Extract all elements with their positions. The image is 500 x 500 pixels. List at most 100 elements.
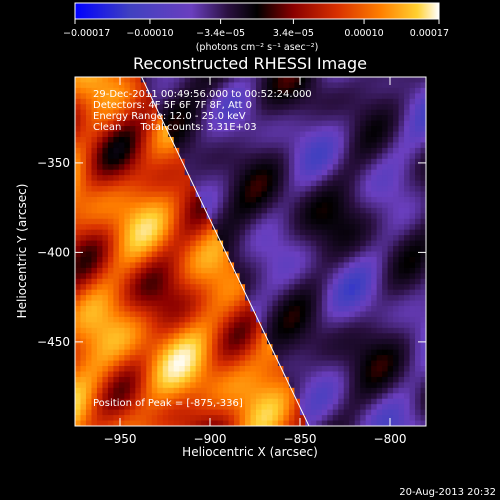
heatmap-cell xyxy=(157,235,164,242)
heatmap-cell xyxy=(283,311,290,318)
heatmap-cell xyxy=(206,98,213,105)
heatmap-cell xyxy=(113,376,120,383)
heatmap-cell xyxy=(327,82,334,89)
heatmap-cell xyxy=(404,93,411,100)
heatmap-cell xyxy=(107,164,114,171)
heatmap-cell xyxy=(316,224,323,231)
heatmap-cell xyxy=(365,131,372,138)
heatmap-cell xyxy=(201,404,208,411)
heatmap-cell xyxy=(124,311,131,318)
heatmap-cell xyxy=(228,246,235,253)
heatmap-cell xyxy=(305,256,312,264)
heatmap-cell xyxy=(387,82,394,89)
heatmap-cell xyxy=(338,142,345,149)
heatmap-cell xyxy=(409,246,416,253)
heatmap-cell xyxy=(96,295,104,302)
heatmap-cell xyxy=(382,169,389,176)
heatmap-cell xyxy=(118,344,125,351)
heatmap-cell xyxy=(201,316,208,323)
heatmap-cell xyxy=(75,142,82,149)
heatmap-cell xyxy=(206,376,213,383)
heatmap-cell xyxy=(206,295,213,302)
heatmap-cell xyxy=(415,109,422,116)
heatmap-cell xyxy=(201,409,208,416)
heatmap-cell xyxy=(283,142,290,149)
heatmap-cell xyxy=(250,333,257,340)
heatmap-cell xyxy=(113,169,120,176)
heatmap-cell xyxy=(360,158,367,165)
heatmap-cell xyxy=(96,191,104,198)
heatmap-cell xyxy=(365,207,372,214)
heatmap-cell xyxy=(349,256,356,264)
heatmap-cell xyxy=(124,333,131,340)
heatmap-cell xyxy=(365,273,372,280)
heatmap-cell xyxy=(398,311,405,318)
heatmap-cell xyxy=(261,393,268,400)
heatmap-cell xyxy=(305,398,312,405)
heatmap-cell xyxy=(398,420,405,426)
heatmap-cell xyxy=(190,278,197,285)
heatmap-cell xyxy=(129,289,136,296)
heatmap-cell xyxy=(321,240,328,247)
heatmap-cell xyxy=(223,311,230,318)
heatmap-cell xyxy=(250,382,257,389)
heatmap-cell xyxy=(283,229,290,236)
heatmap-cell xyxy=(75,387,82,394)
heatmap-cell xyxy=(393,147,400,154)
heatmap-cell xyxy=(190,300,197,307)
heatmap-cell xyxy=(365,153,372,160)
heatmap-cell xyxy=(404,333,411,340)
heatmap-cell xyxy=(228,87,235,94)
heatmap-cell xyxy=(85,82,93,89)
heatmap-cell xyxy=(217,251,224,258)
heatmap-cell xyxy=(184,344,191,351)
heatmap-cell xyxy=(212,142,219,149)
heatmap-cell xyxy=(277,98,285,105)
heatmap-cell xyxy=(360,153,367,160)
heatmap-cell xyxy=(162,147,169,154)
heatmap-cell xyxy=(354,82,361,89)
heatmap-cell xyxy=(382,256,389,264)
heatmap-cell xyxy=(261,284,268,291)
heatmap-cell xyxy=(327,295,334,302)
heatmap-cell xyxy=(266,284,274,291)
heatmap-cell xyxy=(91,273,98,280)
heatmap-cell xyxy=(206,82,213,89)
heatmap-cell xyxy=(349,246,356,253)
heatmap-cell xyxy=(277,338,285,345)
heatmap-cell xyxy=(201,246,208,253)
heatmap-cell xyxy=(85,158,93,165)
heatmap-cell xyxy=(415,164,422,171)
heatmap-cell xyxy=(332,77,339,84)
heatmap-cell xyxy=(382,360,389,367)
heatmap-cell xyxy=(365,235,372,242)
heatmap-cell xyxy=(327,251,334,258)
heatmap-cell xyxy=(261,311,268,318)
heatmap-cell xyxy=(102,240,109,247)
heatmap-cell xyxy=(398,126,405,133)
heatmap-cell xyxy=(393,415,400,422)
heatmap-cell xyxy=(327,415,334,422)
heatmap-cell xyxy=(75,169,82,176)
heatmap-cell xyxy=(332,393,339,400)
heatmap-cell xyxy=(201,196,208,204)
heatmap-cell xyxy=(107,126,114,133)
heatmap-cell xyxy=(299,322,306,329)
heatmap-cell xyxy=(113,306,120,313)
heatmap-cell xyxy=(393,256,400,264)
heatmap-cell xyxy=(184,322,191,329)
heatmap-cell xyxy=(228,316,235,323)
heatmap-cell xyxy=(146,93,153,100)
heatmap-cell xyxy=(387,164,394,171)
heatmap-cell xyxy=(118,256,125,264)
heatmap-cell xyxy=(212,224,219,231)
heatmap-cell xyxy=(266,322,274,329)
heatmap-cell xyxy=(365,87,372,94)
heatmap-cell xyxy=(310,175,317,182)
heatmap-cell xyxy=(393,229,400,236)
heatmap-cell xyxy=(365,404,372,411)
heatmap-cell xyxy=(168,344,175,351)
heatmap-cell xyxy=(343,224,350,231)
heatmap-cell xyxy=(85,311,93,318)
heatmap-cell xyxy=(349,344,356,351)
